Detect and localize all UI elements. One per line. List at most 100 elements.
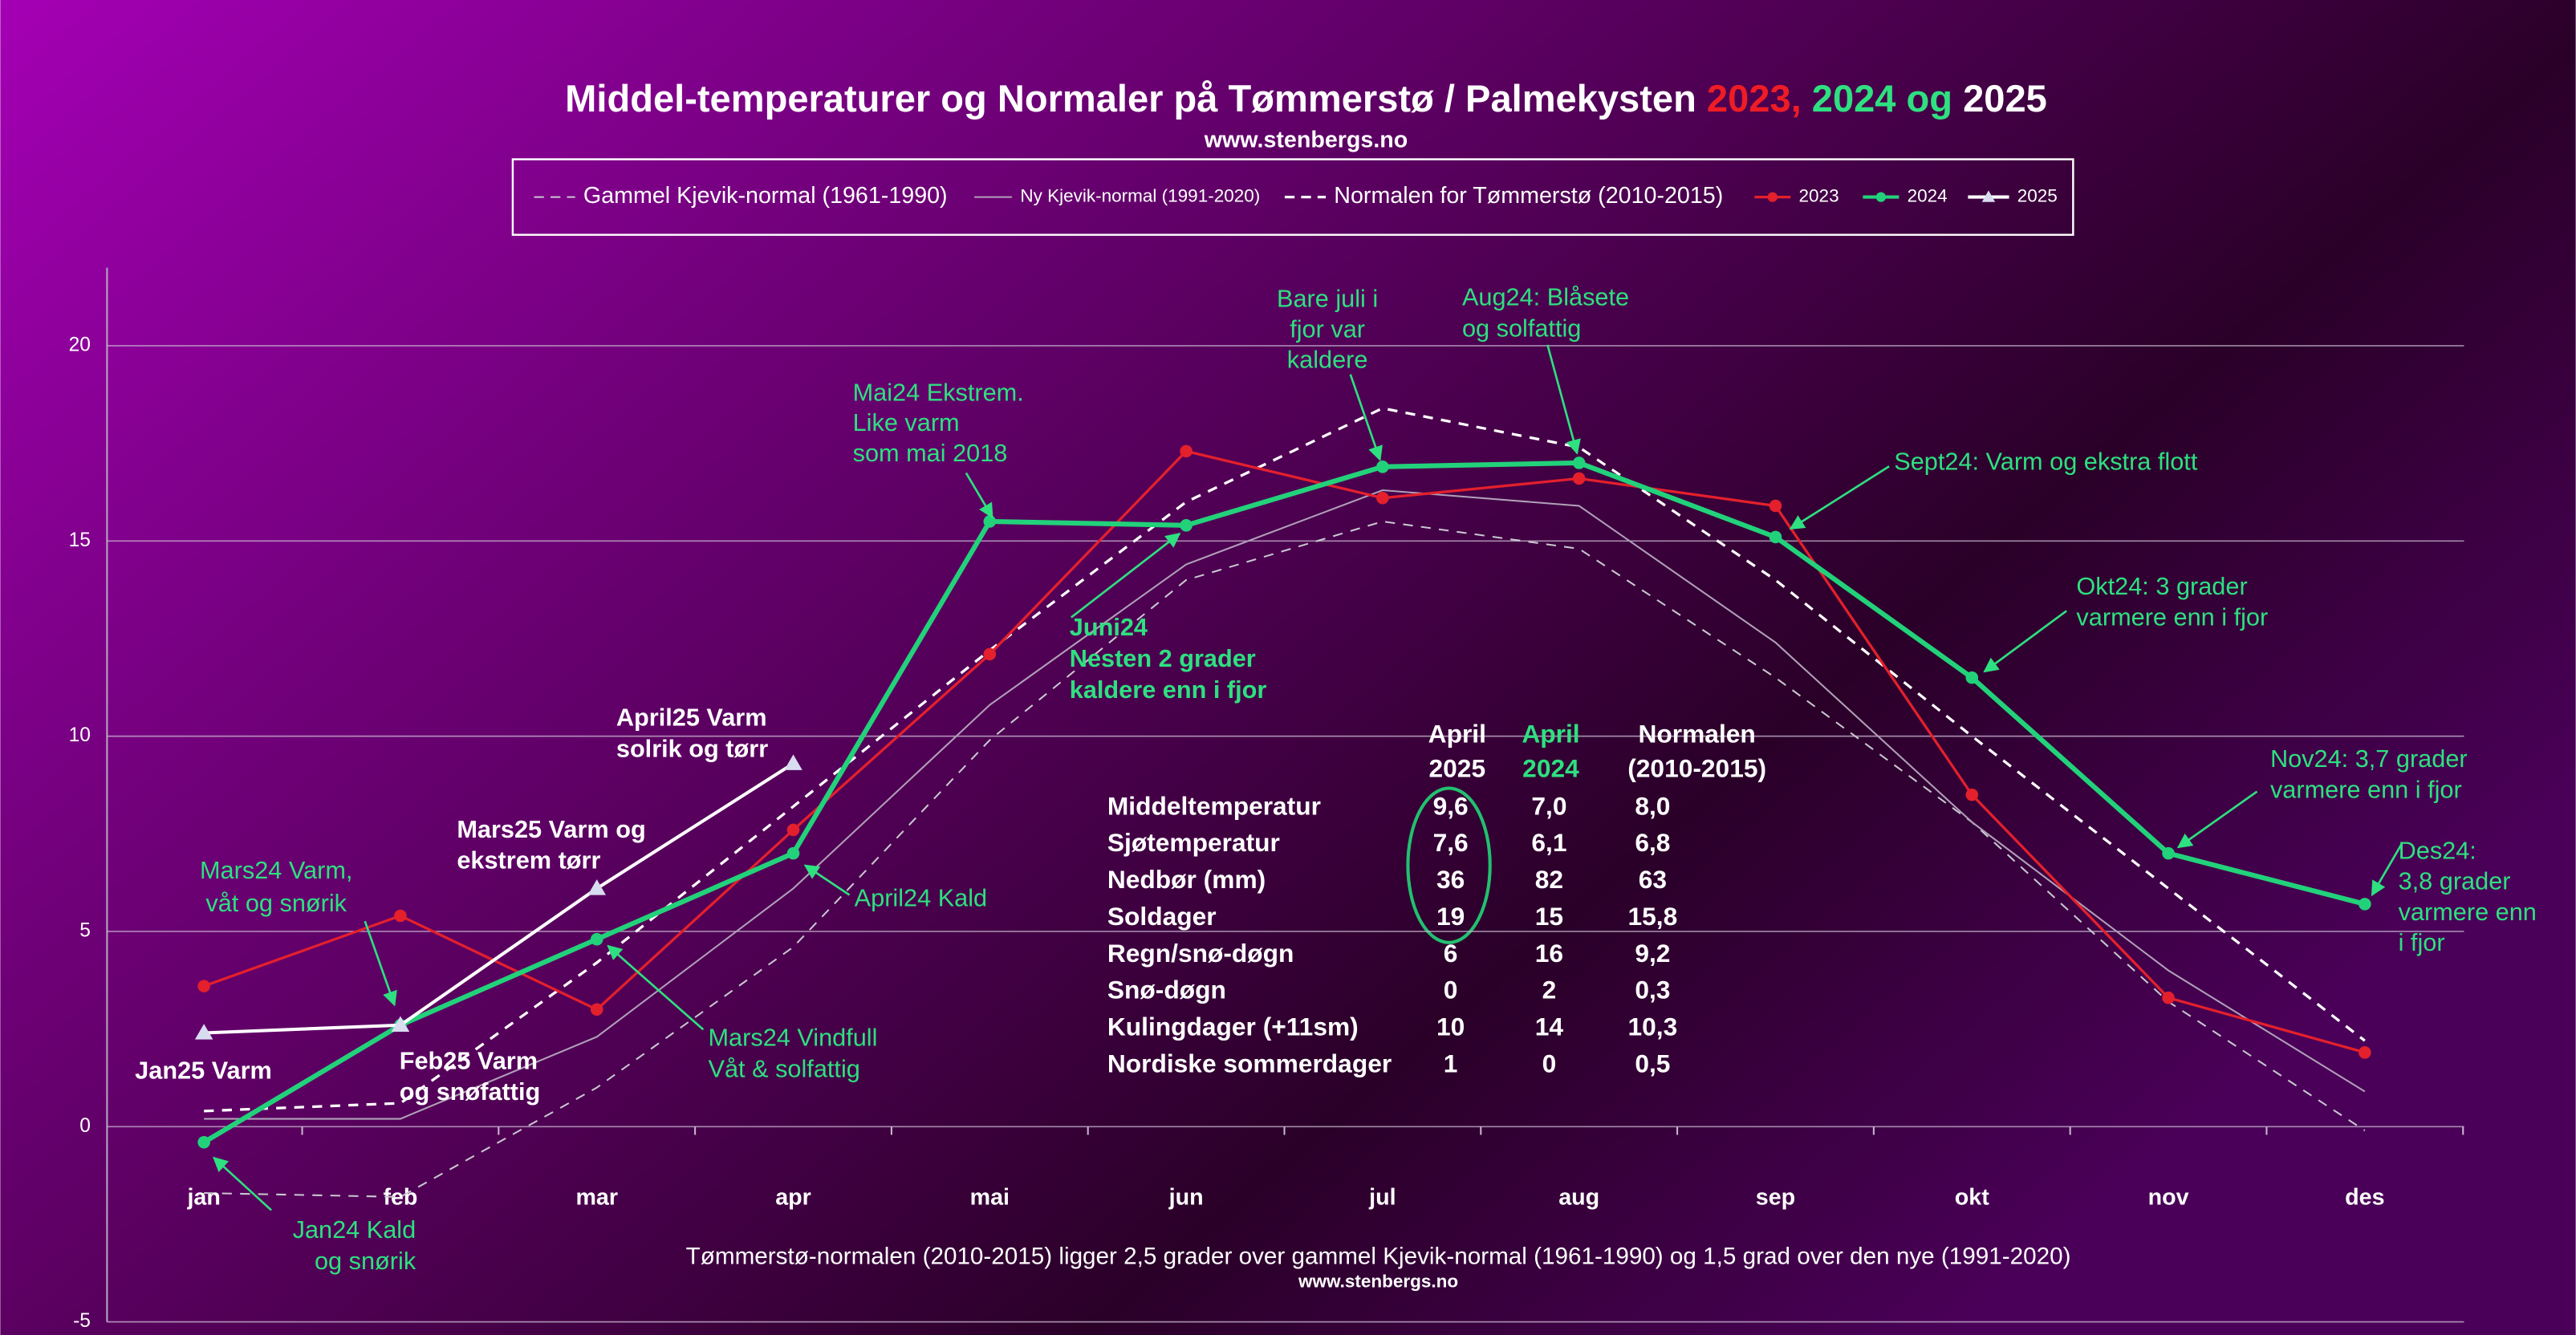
series-line [204, 520, 2366, 1198]
annotation: som mai 2018 [853, 439, 1008, 467]
y-tick-label: 0 [79, 1115, 91, 1137]
table-row-label: Sjøtemperatur [1107, 828, 1280, 857]
annotation-arrow [1349, 374, 1383, 461]
table-cell: 10 [1436, 1012, 1465, 1041]
point [2162, 846, 2175, 860]
x-tick-label: sep [1756, 1185, 1795, 1211]
table-cell: 0 [1542, 1049, 1557, 1077]
table-cell: 16 [1535, 939, 1563, 968]
annotation: April25 Varm [616, 704, 767, 732]
table-cell: 7,0 [1531, 791, 1566, 820]
annotation: fjor var [1290, 315, 1365, 343]
annotation: og snøfattig [400, 1077, 541, 1106]
legend-label: Ny Kjevik-normal (1991-2020) [1020, 186, 1260, 206]
table-header: April [1428, 719, 1486, 748]
point [1180, 444, 1193, 458]
annotation: Jan25 Varm [135, 1057, 272, 1085]
x-tick-label: des [2345, 1185, 2384, 1211]
x-tick-label: nov [2148, 1185, 2189, 1211]
table-header: April [1522, 719, 1579, 748]
x-tick-label: mar [575, 1185, 618, 1211]
series-line [204, 489, 2366, 1120]
title-part: 2024 og [1802, 77, 1952, 120]
point [587, 879, 606, 895]
annotation: Mars24 Varm, [200, 856, 352, 884]
point [1965, 788, 1979, 801]
point [983, 515, 997, 528]
title-part: 2025 [1952, 77, 2047, 120]
table-row-label: Snø-døgn [1107, 976, 1226, 1004]
point [2359, 898, 2371, 911]
annotation: Des24: [2399, 836, 2476, 864]
table-cell: 0,3 [1635, 976, 1670, 1004]
y-tick-label: 5 [79, 919, 91, 941]
table-row-label: Nordiske sommerdager [1107, 1049, 1392, 1077]
table-cell: 8,0 [1635, 791, 1670, 820]
series-line [204, 761, 794, 1035]
annotation-arrow [1789, 465, 1890, 530]
table-cell: 1 [1444, 1049, 1458, 1077]
table-cell: 9,6 [1433, 791, 1469, 820]
annotation-arrow [965, 472, 993, 519]
table-cell: 15 [1535, 902, 1563, 931]
x-tick-label: feb [383, 1185, 417, 1211]
point [786, 823, 800, 837]
y-tick-label: -5 [73, 1310, 91, 1332]
point [590, 1003, 603, 1016]
annotation: Feb25 Varm [400, 1046, 538, 1074]
title-part: Middel-temperaturer og Normaler på Tømme… [565, 77, 1707, 120]
point [391, 1016, 410, 1032]
footer-source: www.stenbergs.no [1298, 1271, 1458, 1291]
table-cell: 6 [1444, 939, 1458, 968]
annotation: Nov24: 3,7 grader [2270, 745, 2468, 773]
point [1180, 519, 1193, 532]
annotation: Okt24: 3 grader [2076, 572, 2247, 600]
footer: Tømmerstø-normalen (2010-2015) ligger 2,… [686, 1244, 2071, 1270]
point [1572, 456, 1586, 469]
point [1769, 530, 1782, 544]
point [2359, 1046, 2371, 1059]
series-line [204, 407, 2366, 1113]
table-cell: 2 [1542, 976, 1557, 1004]
annotation: Bare juli i [1277, 285, 1378, 313]
annotation-arrow [1546, 344, 1581, 455]
table-cell: 0 [1444, 976, 1458, 1004]
table-cell: 36 [1436, 865, 1465, 894]
table-cell: 15,8 [1628, 902, 1678, 931]
annotation: Mars24 Vindfull [709, 1024, 878, 1052]
series-line [202, 460, 2366, 1145]
annotation: og snørik [315, 1247, 416, 1275]
point [194, 1024, 213, 1040]
legend-box [511, 158, 2074, 236]
point [590, 932, 603, 946]
table-header: 2024 [1522, 753, 1579, 782]
x-tick-label: mai [970, 1185, 1010, 1211]
chart-title: Middel-temperaturer og Normaler på Tømme… [565, 77, 2047, 120]
x-tick-label: jul [1368, 1185, 1396, 1211]
table-cell: 6,1 [1531, 828, 1566, 857]
table-cell: 6,8 [1635, 828, 1670, 857]
annotation-arrow [364, 920, 397, 1007]
legend-label: 2024 [1908, 186, 1948, 206]
point [394, 909, 407, 923]
legend-label: Normalen for Tømmerstø (2010-2015) [1334, 183, 1723, 209]
annotation: våt og snørik [205, 889, 347, 917]
table-cell: 0,5 [1635, 1049, 1670, 1077]
table-cell: 9,2 [1635, 939, 1670, 968]
legend-label: 2025 [2017, 186, 2058, 206]
x-tick-label: aug [1558, 1185, 1599, 1211]
annotation: Våt & solfattig [709, 1055, 860, 1083]
annotation: Mai24 Ekstrem. [853, 378, 1024, 406]
legend-label: Gammel Kjevik-normal (1961-1990) [583, 183, 948, 209]
table-row-label: Middeltemperatur [1107, 791, 1321, 820]
annotation: ekstrem tørr [457, 846, 600, 874]
x-tick-label: apr [775, 1185, 811, 1211]
annotation: Mars25 Varm og [457, 815, 645, 843]
table-row-label: Soldager [1107, 902, 1217, 931]
annotation-arrow [213, 1156, 272, 1211]
y-tick-label: 10 [69, 724, 91, 746]
point [1965, 671, 1979, 684]
annotation-arrow [1071, 533, 1181, 619]
y-tick-label: 20 [69, 334, 91, 355]
table-cell: 14 [1535, 1012, 1564, 1041]
